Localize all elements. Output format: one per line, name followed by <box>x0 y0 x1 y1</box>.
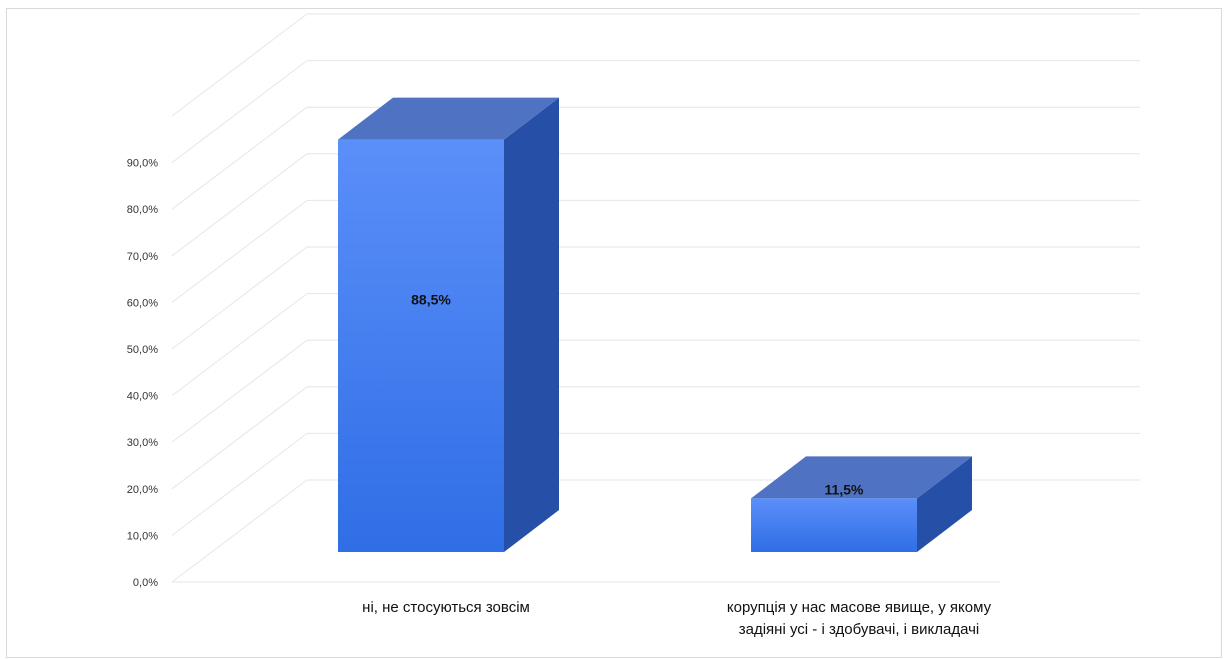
bar <box>751 498 917 552</box>
gridline-slant <box>171 60 308 163</box>
gridline-slant <box>171 200 308 303</box>
data-label: 11,5% <box>825 481 864 497</box>
data-label: 88,5% <box>411 292 451 308</box>
gridline-slant <box>171 153 308 257</box>
chart-frame <box>6 8 1222 658</box>
y-tick-label: 10,0% <box>127 530 158 542</box>
y-tick-label: 30,0% <box>127 437 158 449</box>
gridline-slant <box>171 106 308 210</box>
gridline-slant <box>171 479 308 583</box>
gridline-slant <box>171 246 308 350</box>
gridline-slant <box>171 339 308 443</box>
bar-side <box>917 456 972 552</box>
y-tick-label: 80,0% <box>127 204 158 216</box>
y-tick-label: 50,0% <box>127 344 158 356</box>
bar-side <box>504 97 559 552</box>
y-tick-label: 20,0% <box>127 484 158 496</box>
category-label: ні, не стосуються зовсім <box>362 599 530 616</box>
bar <box>338 139 504 552</box>
category-label: корупція у нас масове явище, у якому <box>727 599 992 616</box>
y-tick-label: 60,0% <box>127 297 158 309</box>
y-tick-label: 90,0% <box>127 158 158 170</box>
gridline-slant <box>171 386 308 490</box>
y-tick-label: 40,0% <box>127 391 158 403</box>
category-label: задіяні усі - і здобувачі, і викладачі <box>739 621 980 638</box>
gridline-slant <box>171 13 308 117</box>
bar-top <box>751 456 972 499</box>
gridline-slant <box>171 433 308 536</box>
y-tick-label: 0,0% <box>133 577 158 589</box>
y-tick-label: 70,0% <box>127 251 158 263</box>
bar-top <box>338 97 559 140</box>
gridline-slant <box>171 293 308 396</box>
